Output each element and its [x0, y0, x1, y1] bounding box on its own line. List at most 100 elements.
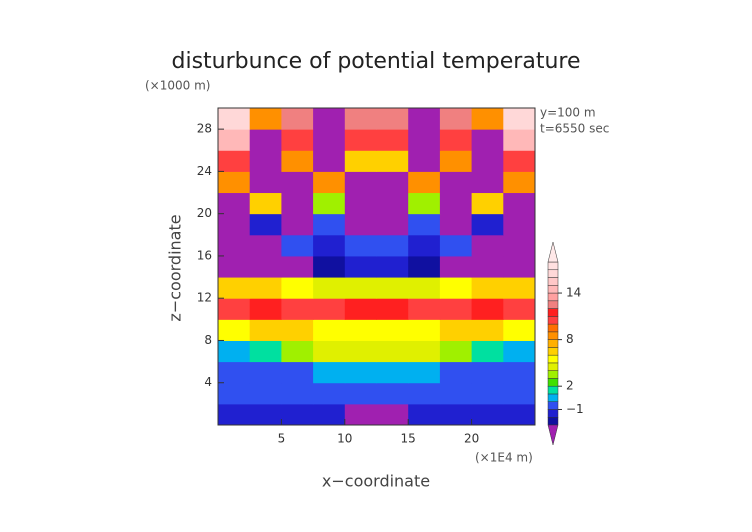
field-cell	[408, 213, 441, 236]
colorbar-swatch	[547, 331, 559, 340]
field-cell	[471, 213, 504, 236]
colorbar-swatch	[547, 401, 559, 410]
y-tick-label: 8	[204, 333, 212, 347]
field-cell	[439, 361, 473, 384]
field-cell	[471, 234, 504, 257]
field-cell	[249, 255, 282, 278]
field-cell	[344, 319, 377, 341]
field-cell	[471, 340, 504, 363]
field-cell	[281, 382, 314, 405]
field-cell	[313, 277, 346, 299]
colorbar-swatch	[547, 277, 559, 286]
field-cell	[471, 382, 504, 405]
field-cell	[218, 361, 251, 384]
field-cell	[376, 340, 409, 363]
colorbar-swatch	[547, 316, 559, 325]
field-cell	[439, 108, 473, 130]
field-cell	[503, 213, 536, 236]
field-cell	[218, 340, 251, 363]
field-cell	[313, 403, 346, 426]
annotation: y=100 m	[540, 106, 596, 120]
field-cell	[439, 319, 473, 341]
colorbar-swatch	[547, 416, 559, 426]
field-cell	[249, 361, 282, 384]
field-cell	[281, 213, 314, 236]
field-cell	[249, 213, 282, 236]
field-cell	[218, 255, 251, 278]
field-cell	[249, 382, 282, 405]
field-cell	[439, 277, 473, 299]
colorbar-swatch	[547, 347, 559, 356]
field-cell	[218, 382, 251, 405]
field-cell	[471, 277, 504, 299]
field-cell	[344, 129, 377, 151]
field-cell	[376, 298, 409, 320]
field-cell	[376, 403, 409, 426]
field-cell	[408, 403, 441, 426]
field-cell	[408, 108, 441, 130]
field-cell	[218, 171, 251, 194]
field-cell	[471, 361, 504, 384]
field-cell	[439, 340, 473, 363]
colorbar-under	[547, 424, 559, 446]
field-cell	[281, 234, 314, 257]
field-cell	[439, 150, 473, 172]
field-cell	[471, 171, 504, 194]
field-cell	[218, 192, 251, 215]
field-cell	[313, 150, 346, 172]
field-cell	[281, 403, 314, 426]
field-cell	[471, 255, 504, 278]
y-tick-label: 4	[204, 375, 212, 389]
field-cell	[471, 192, 504, 215]
colorbar-swatch	[547, 292, 559, 302]
field-cell	[218, 277, 251, 299]
field-cell	[313, 319, 346, 341]
field-cell	[408, 340, 441, 363]
field-cell	[471, 319, 504, 341]
field-cell	[376, 361, 409, 384]
field-cell	[281, 108, 314, 130]
field-cell	[503, 403, 536, 426]
chart-title: disturbunce of potential temperature	[172, 49, 581, 74]
field-cell	[503, 382, 536, 405]
colorbar-swatch	[547, 269, 559, 278]
field-cell	[408, 255, 441, 278]
field-cell	[281, 192, 314, 215]
field-cell	[281, 129, 314, 151]
colorbar-swatch	[547, 339, 559, 348]
field-cell	[218, 403, 251, 426]
field-cell	[503, 361, 536, 384]
field-cell	[249, 171, 282, 194]
field-cell	[344, 171, 377, 194]
field-cell	[313, 108, 346, 130]
field-cell	[376, 255, 409, 278]
field-cell	[471, 150, 504, 172]
field-cell	[439, 255, 473, 278]
colorbar-swatch	[547, 261, 559, 271]
field-cell	[281, 255, 314, 278]
field-cell	[503, 108, 536, 130]
field-cell	[313, 255, 346, 278]
field-cell	[313, 361, 346, 384]
field-cell	[408, 277, 441, 299]
field-cell	[439, 213, 473, 236]
y-tick-label: 12	[197, 291, 212, 305]
field-cell	[218, 319, 251, 341]
colorbar-swatch	[547, 385, 559, 395]
field-cell	[344, 361, 377, 384]
field-cell	[344, 192, 377, 215]
field-cell	[218, 108, 251, 130]
x-tick-label: 15	[401, 432, 416, 446]
field-cell	[503, 171, 536, 194]
field-cell	[503, 277, 536, 299]
field-cell	[313, 298, 346, 320]
field-cell	[313, 234, 346, 257]
field-cell	[503, 150, 536, 172]
field-cell	[503, 319, 536, 341]
field-cell	[313, 340, 346, 363]
x-tick-label: 10	[337, 432, 352, 446]
field-cell	[408, 192, 441, 215]
field-cell	[249, 403, 282, 426]
field-cell	[344, 403, 377, 426]
colorbar-swatch	[547, 409, 559, 418]
